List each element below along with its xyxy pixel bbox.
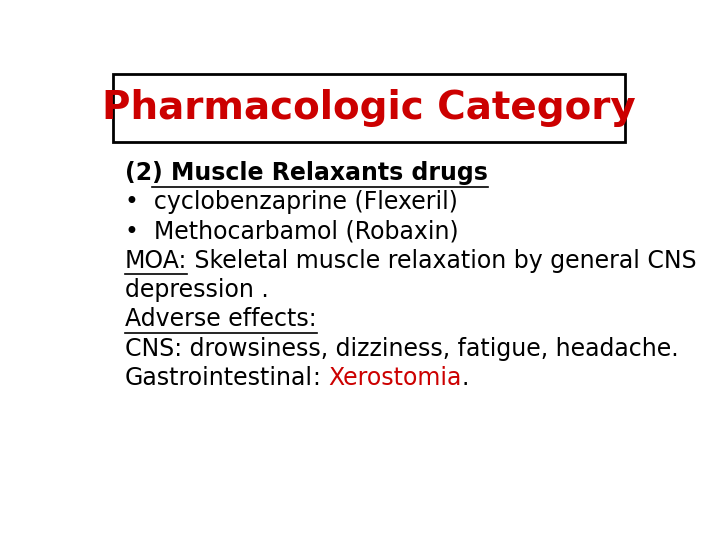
- Text: Adverse effects:: Adverse effects:: [125, 307, 317, 332]
- Text: ) Muscle Relaxants drugs: ) Muscle Relaxants drugs: [152, 161, 488, 185]
- Text: depression .: depression .: [125, 278, 269, 302]
- Text: Skeletal muscle relaxation by general CNS: Skeletal muscle relaxation by general CN…: [187, 249, 697, 273]
- Text: Pharmacologic Category: Pharmacologic Category: [102, 89, 636, 127]
- Text: CNS: drowsiness, dizziness, fatigue, headache.: CNS: drowsiness, dizziness, fatigue, hea…: [125, 336, 678, 361]
- Text: :: :: [313, 366, 328, 390]
- Text: •  cyclobenzaprine (Flexeril): • cyclobenzaprine (Flexeril): [125, 190, 458, 214]
- Text: Xerostomia: Xerostomia: [328, 366, 462, 390]
- Text: MOA:: MOA:: [125, 249, 187, 273]
- Text: •  Methocarbamol (Robaxin): • Methocarbamol (Robaxin): [125, 220, 459, 244]
- Text: (2: (2: [125, 161, 152, 185]
- FancyBboxPatch shape: [113, 74, 625, 142]
- Text: .: .: [462, 366, 469, 390]
- Text: Gastrointestinal: Gastrointestinal: [125, 366, 313, 390]
